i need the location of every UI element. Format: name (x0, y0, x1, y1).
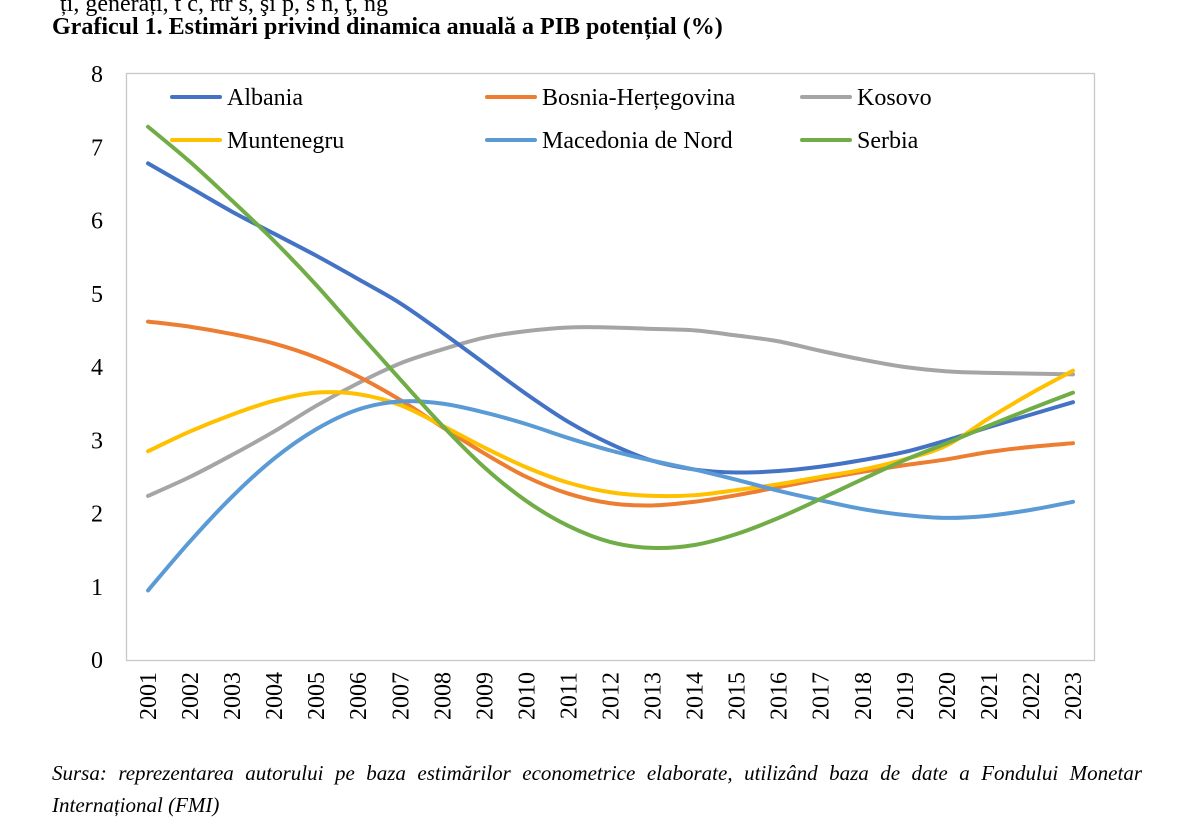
x-tick-label: 2001 (136, 672, 162, 720)
x-tick-label: 2010 (514, 672, 540, 720)
series-line-bosnia-her-egovina (146, 319, 1075, 508)
clipped-text-line: ți, generați, t c, rtr s, şi p, s n, ţ, … (60, 0, 388, 17)
x-tick-label: 2015 (725, 672, 751, 720)
series-line-muntenegru (146, 368, 1075, 499)
x-tick-label: 2023 (1061, 672, 1087, 720)
series-line-macedonia-de-nord (146, 399, 1075, 593)
y-tick-label: 7 (91, 135, 103, 161)
x-tick-label: 2021 (977, 672, 1003, 720)
chart-title: Graficul 1. Estimări privind dinamica an… (52, 14, 723, 40)
y-tick-label: 2 (91, 502, 103, 528)
x-tick-label: 2005 (304, 672, 330, 720)
y-tick-label: 6 (91, 209, 103, 235)
x-tick-label: 2009 (472, 672, 498, 720)
x-tick-label: 2012 (599, 672, 625, 720)
x-tick-label: 2003 (220, 672, 246, 720)
x-tick-label: 2013 (641, 672, 667, 720)
legend-label: Bosnia-Herțegovina (542, 85, 736, 111)
x-tick-label: 2019 (893, 672, 919, 720)
legend-label: Serbia (857, 128, 919, 154)
legend-label: Kosovo (857, 85, 932, 111)
x-tick-label: 2017 (809, 672, 835, 720)
x-tick-label: 2007 (388, 672, 414, 720)
y-axis-ticks: 0 1 2 3 4 5 6 7 8 (91, 62, 103, 674)
source-note: Sursa: reprezentarea autorului pe baza e… (52, 761, 1142, 817)
x-tick-label: 2018 (851, 672, 877, 720)
plot-frame (125, 72, 1096, 662)
y-tick-label: 5 (91, 282, 103, 308)
x-tick-label: 2008 (430, 672, 456, 720)
x-tick-label: 2020 (935, 672, 961, 720)
legend-label: Albania (227, 85, 303, 111)
y-tick-label: 4 (91, 355, 103, 381)
series-line-kosovo (146, 325, 1075, 498)
series-lines (146, 124, 1075, 593)
x-tick-label: 2004 (262, 672, 288, 720)
y-tick-label: 8 (91, 62, 103, 88)
x-tick-label: 2014 (683, 672, 709, 720)
series-line-serbia (146, 124, 1075, 551)
legend: Albania Bosnia-Herțegovina Kosovo Muntenegr… (170, 85, 932, 154)
y-tick-label: 3 (91, 428, 103, 454)
legend-label: Macedonia de Nord (542, 128, 733, 154)
y-tick-label: 1 (91, 575, 103, 601)
x-tick-label: 2002 (178, 672, 204, 720)
legend-label: Muntenegru (227, 128, 344, 154)
series-line-albania (146, 161, 1075, 475)
x-tick-label: 2022 (1019, 672, 1045, 720)
y-tick-label: 0 (91, 648, 103, 674)
x-tick-label: 2016 (767, 672, 793, 720)
x-tick-label: 2006 (346, 672, 372, 720)
x-tick-label: 2011 (556, 672, 582, 719)
x-axis-ticks: 2001 2002 2003 2004 2005 2006 2007 2008 2009 2010… (136, 672, 1087, 720)
